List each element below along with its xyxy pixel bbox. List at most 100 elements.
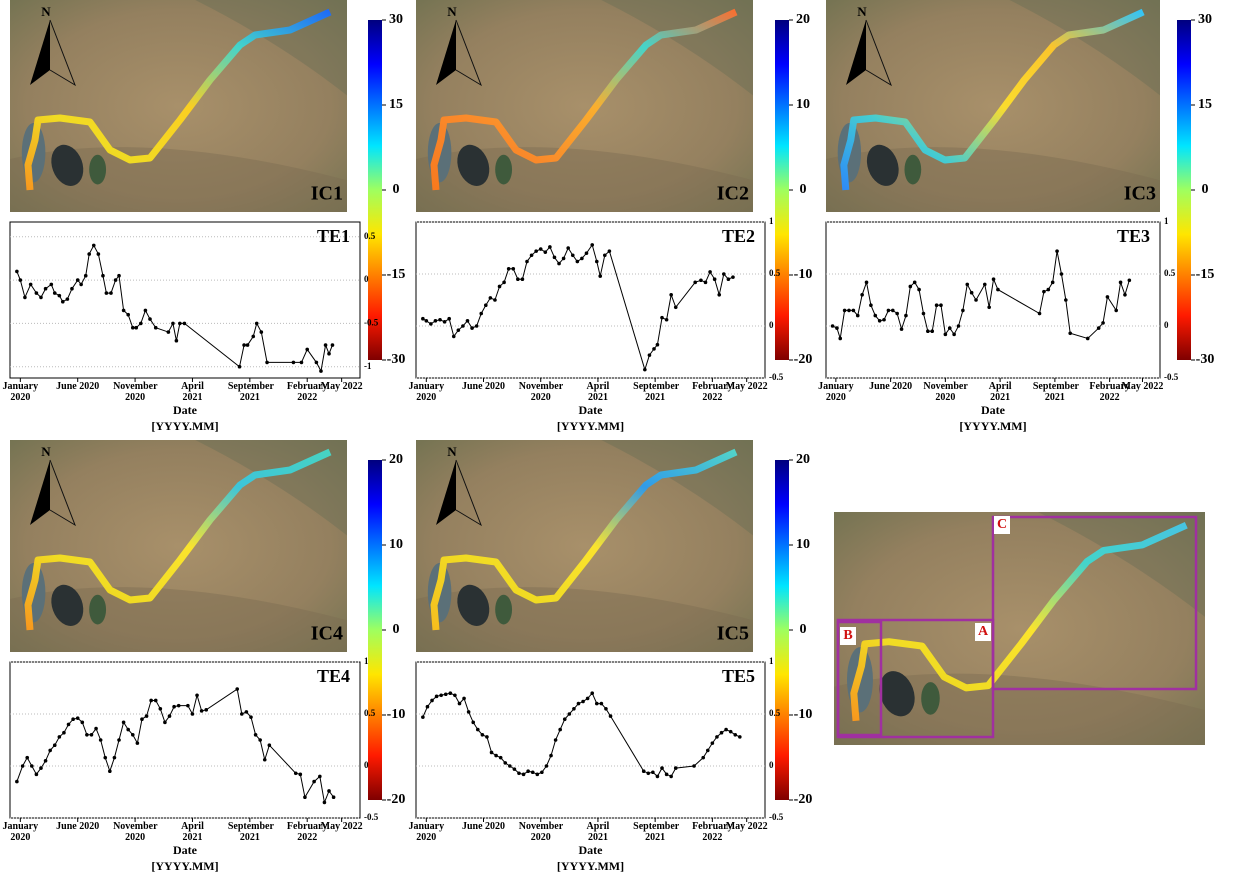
series-point (242, 343, 246, 347)
series-point (121, 308, 126, 313)
series-point (669, 774, 673, 779)
series-point (43, 759, 48, 763)
series-point (139, 321, 143, 326)
series-point (599, 701, 604, 706)
chart-title: TE4 (317, 666, 350, 686)
series-point (664, 317, 669, 322)
series-point (480, 733, 485, 737)
series-point (71, 717, 75, 721)
x-tick-label-box: January 2020 (408, 381, 445, 403)
x-tick-label-box: January 2020 (3, 381, 39, 403)
series-point (540, 770, 544, 775)
series-point (488, 296, 493, 300)
series-point (34, 291, 39, 295)
colorbar-tick-label: -20 (387, 792, 406, 807)
series-point (293, 771, 298, 776)
series-point (722, 272, 726, 276)
y-tick-label: 1 (769, 216, 774, 226)
series-point (572, 707, 576, 711)
x-tick-label: November 2020 (923, 381, 968, 403)
series-point (319, 369, 323, 373)
series-point (710, 741, 715, 745)
series-point (104, 291, 109, 295)
series-point (603, 253, 607, 258)
series-point (204, 708, 209, 712)
series-point (562, 717, 567, 721)
series-point (254, 321, 259, 326)
series-point (1050, 280, 1055, 285)
railway-route (24, 448, 332, 631)
map-label: IC5 (717, 623, 749, 645)
colorbar-tick-label: 0 (800, 182, 807, 197)
chart-title: TE3 (1117, 226, 1150, 246)
x-tick-label-box: January 2020 (818, 381, 854, 403)
series-point (512, 767, 517, 771)
series-point (443, 692, 448, 697)
map-label: IC1 (311, 183, 343, 205)
region-label: B (843, 628, 852, 643)
series-point (237, 364, 242, 369)
series-point (544, 764, 549, 768)
series-point (48, 748, 52, 753)
series-point (1042, 289, 1046, 294)
x-tick-label: September 2021 (633, 381, 680, 403)
series-point (891, 308, 895, 313)
series-point (534, 249, 538, 253)
series-point (643, 367, 647, 372)
series-point (484, 303, 488, 308)
x-tick-label-box: November 2020 (519, 821, 563, 843)
north-arrow-outline (455, 459, 482, 527)
series-point (553, 738, 558, 742)
series-point (85, 733, 89, 737)
y-tick-label: 1 (769, 656, 774, 666)
colorbar-tick-label: 0 (1202, 182, 1209, 197)
series-point (98, 738, 103, 742)
series-point (447, 316, 451, 321)
series-point (952, 332, 956, 337)
series-point (842, 308, 847, 313)
series-point (511, 267, 516, 271)
series-point (1123, 293, 1127, 297)
series-point (465, 319, 470, 323)
colorbar-tick-label: 10 (796, 97, 810, 112)
colorbar-tick-label: -30 (387, 352, 406, 367)
series-point (899, 327, 904, 331)
x-tick-label-box: September 2021 (1033, 381, 1079, 403)
x-tick-label: February 2022 (1089, 381, 1130, 403)
series-line (832, 251, 1130, 340)
x-tick-label: November 2020 (113, 381, 158, 403)
x-tick-label: April 2021 (988, 381, 1012, 403)
series-point (715, 735, 719, 739)
series-point (1118, 280, 1123, 285)
colorbar-tick-label: -20 (794, 792, 813, 807)
series-point (15, 779, 19, 784)
series-point (25, 755, 30, 760)
series-point (860, 293, 864, 297)
series-point (738, 735, 742, 739)
series-point (43, 286, 48, 291)
series-point (548, 245, 552, 249)
map-label: IC2 (717, 183, 749, 205)
series-point (939, 303, 943, 308)
x-tick-label: May 2022 (725, 381, 768, 392)
series-point (576, 701, 581, 706)
series-point (607, 249, 612, 253)
series-point (580, 256, 584, 261)
x-tick-label: May 2022 (320, 381, 363, 392)
x-tick-label-box: May 2022 (725, 381, 768, 392)
x-tick-label-box: January 2020 (3, 821, 39, 843)
series-point (312, 779, 316, 784)
series-point (235, 687, 240, 691)
series-point (30, 764, 34, 768)
colorbar-tick-label: 20 (389, 452, 403, 467)
x-tick-label: January 2020 (408, 381, 445, 403)
series-point (982, 282, 987, 287)
series-point (493, 298, 497, 302)
series-point (327, 351, 331, 356)
series-point (673, 766, 678, 770)
y-tick-label: 0.5 (769, 268, 781, 278)
series-point (34, 772, 39, 777)
series-point (466, 710, 471, 714)
colorbar-tick-label: -15 (1196, 267, 1215, 282)
series-point (117, 738, 121, 742)
